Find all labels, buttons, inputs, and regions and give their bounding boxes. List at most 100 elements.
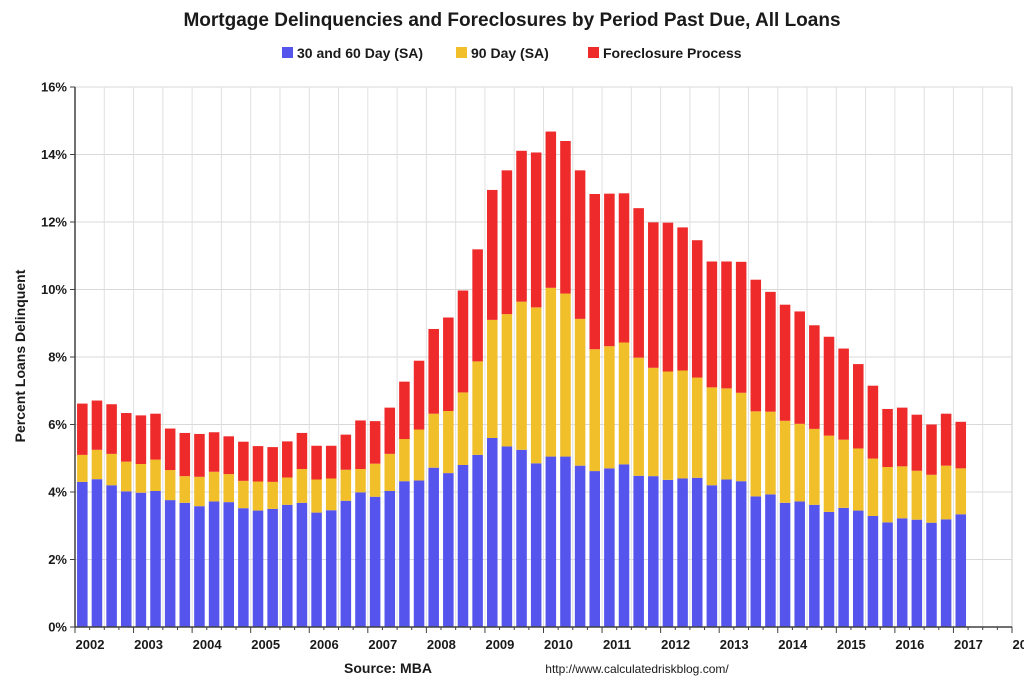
bar-segment-30-60-day — [838, 507, 849, 627]
bar-segment-foreclosure — [282, 441, 293, 478]
legend-swatch — [282, 47, 293, 58]
bar-segment-30-60-day — [428, 467, 439, 627]
bar-segment-90-day — [677, 370, 688, 479]
x-tick-label: 2007 — [368, 637, 397, 652]
bar-segment-90-day — [369, 463, 381, 497]
bar-segment-foreclosure — [384, 407, 396, 454]
bar-segment-foreclosure — [340, 434, 352, 470]
bar-segment-foreclosure — [267, 447, 278, 482]
bar-segment-90-day — [589, 349, 601, 472]
bar-segment-90-day — [135, 463, 147, 493]
y-tick-label: 4% — [48, 485, 67, 500]
bar-segment-30-60-day — [940, 519, 952, 627]
bar-segment-90-day — [794, 423, 805, 502]
bar-segment-30-60-day — [77, 481, 88, 628]
bar-segment-90-day — [721, 388, 732, 480]
bar-segment-30-60-day — [413, 480, 425, 627]
bar-segment-30-60-day — [443, 473, 454, 627]
legend-item: 30 and 60 Day (SA) — [282, 45, 423, 61]
bar-segment-90-day — [267, 481, 278, 509]
bar-segment-90-day — [296, 469, 308, 503]
bar-segment-foreclosure — [662, 222, 674, 372]
bar-segment-90-day — [282, 477, 293, 505]
bar-segment-foreclosure — [150, 413, 161, 460]
bar-segment-30-60-day — [955, 514, 967, 627]
bar-segment-30-60-day — [325, 510, 337, 627]
bar-segment-30-60-day — [926, 522, 937, 627]
bar-segment-foreclosure — [765, 291, 776, 412]
bar-segment-90-day — [106, 453, 117, 486]
bar-segment-30-60-day — [911, 519, 923, 627]
bar-segment-foreclosure — [940, 413, 952, 466]
bar-segment-90-day — [911, 470, 923, 520]
bar-segment-30-60-day — [472, 454, 483, 628]
bar-segment-30-60-day — [150, 490, 161, 627]
bar-segment-foreclosure — [691, 240, 703, 378]
bar-segment-90-day — [355, 469, 366, 493]
bar-segment-30-60-day — [238, 508, 249, 627]
bar-segment-90-day — [691, 377, 703, 478]
bar-segment-30-60-day — [194, 506, 205, 627]
bar-segment-90-day — [311, 479, 322, 513]
bar-segment-foreclosure — [77, 403, 88, 455]
bar-segment-30-60-day — [867, 515, 879, 627]
bar-segment-30-60-day — [530, 463, 542, 627]
bar-segment-foreclosure — [867, 385, 879, 459]
bar-segment-30-60-day — [633, 475, 644, 627]
bar-segment-90-day — [706, 387, 718, 486]
bar-segment-30-60-day — [399, 481, 410, 627]
y-tick-label: 8% — [48, 350, 67, 365]
bar-segment-90-day — [765, 411, 776, 495]
bar-segment-90-day — [399, 439, 410, 482]
legend-swatch — [588, 47, 599, 58]
bar-segment-30-60-day — [765, 494, 776, 627]
bar-segment-30-60-day — [604, 468, 615, 628]
bar-segment-90-day — [882, 467, 893, 523]
bar-segment-90-day — [501, 314, 513, 447]
bar-segment-90-day — [633, 357, 644, 476]
bar-segment-foreclosure — [135, 415, 147, 464]
bar-segment-90-day — [457, 392, 469, 465]
bar-segment-foreclosure — [896, 407, 908, 467]
y-tick-labels: 0% 2% 4% 6% 8% 10% 12% 14% 16% — [41, 80, 67, 635]
bar-segment-30-60-day — [618, 464, 630, 627]
bar-segment-90-day — [252, 481, 264, 511]
bar-segment-30-60-day — [896, 518, 908, 627]
bar-segment-30-60-day — [106, 485, 117, 627]
bar-segment-30-60-day — [589, 471, 601, 627]
bar-segment-foreclosure — [106, 404, 117, 454]
x-tick-label: 2013 — [720, 637, 749, 652]
bar-segment-foreclosure — [399, 381, 410, 440]
bar-segment-foreclosure — [369, 421, 381, 464]
bar-segment-90-day — [384, 453, 396, 491]
bar-segment-foreclosure — [472, 249, 483, 362]
x-tick-label: 2005 — [251, 637, 280, 652]
bar-segment-foreclosure — [501, 170, 513, 315]
bar-segment-30-60-day — [369, 496, 381, 627]
y-tick-label: 2% — [48, 552, 67, 567]
bar-segment-90-day — [340, 469, 352, 501]
bar-segment-90-day — [867, 458, 879, 516]
bar-segment-30-60-day — [457, 465, 469, 627]
bar-segment-foreclosure — [164, 428, 176, 471]
bar-segment-30-60-day — [853, 510, 864, 627]
bar-segment-foreclosure — [516, 150, 527, 302]
x-tick-label: 2006 — [310, 637, 339, 652]
x-tick-label: 2017 — [954, 637, 983, 652]
bar-segment-foreclosure — [706, 261, 718, 388]
bar-segment-30-60-day — [823, 511, 835, 627]
bar-segment-30-60-day — [735, 481, 747, 627]
bar-segment-30-60-day — [267, 508, 278, 628]
bar-segment-foreclosure — [633, 208, 644, 358]
bar-segment-foreclosure — [853, 364, 864, 449]
bar-segment-30-60-day — [882, 522, 893, 628]
bar-segment-foreclosure — [735, 261, 747, 393]
bar-segment-30-60-day — [560, 456, 571, 627]
x-tick-label: 2018 — [1013, 637, 1024, 652]
bar-segment-90-day — [926, 474, 937, 523]
bar-segment-30-60-day — [355, 492, 366, 627]
bar-segment-90-day — [955, 468, 967, 515]
bar-segment-90-day — [238, 480, 249, 509]
